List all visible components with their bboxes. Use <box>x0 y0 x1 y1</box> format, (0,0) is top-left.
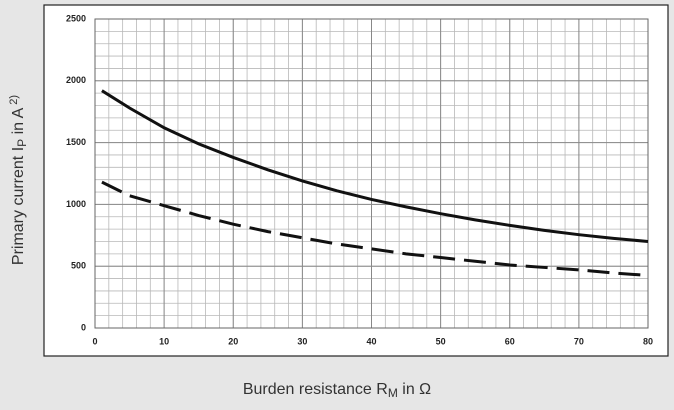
x-axis-label: Burden resistance RM in Ω <box>243 381 431 400</box>
x-tick-label: 80 <box>643 336 653 346</box>
y-tick-label: 0 <box>81 322 86 332</box>
x-tick-label: 50 <box>436 336 446 346</box>
y-label-rest: in A <box>10 107 27 138</box>
y-label-sup: 2) <box>8 95 20 105</box>
x-tick-label: 40 <box>366 336 376 346</box>
x-label-sub: M <box>388 386 398 400</box>
y-tick-label: 1500 <box>66 137 86 147</box>
x-tick-label: 30 <box>297 336 307 346</box>
data-line <box>101 89 649 243</box>
x-tick-label: 0 <box>92 336 97 346</box>
y-axis-label: Primary current IP in A 2) <box>8 95 29 265</box>
plot-area-border <box>94 18 649 329</box>
y-label-text: Primary current I <box>10 147 27 265</box>
y-label-sub: P <box>15 139 29 147</box>
y-tick-label: 1000 <box>66 199 86 209</box>
y-tick-label: 2500 <box>66 13 86 23</box>
x-tick-label: 10 <box>159 336 169 346</box>
plot-frame <box>43 4 669 357</box>
x-tick-label: 60 <box>505 336 515 346</box>
x-tick-label: 20 <box>228 336 238 346</box>
y-tick-label: 2000 <box>66 75 86 85</box>
x-label-rest: in Ω <box>398 381 431 398</box>
y-tick-label: 500 <box>71 261 86 271</box>
x-label-text: Burden resistance R <box>243 381 388 398</box>
x-tick-label: 70 <box>574 336 584 346</box>
